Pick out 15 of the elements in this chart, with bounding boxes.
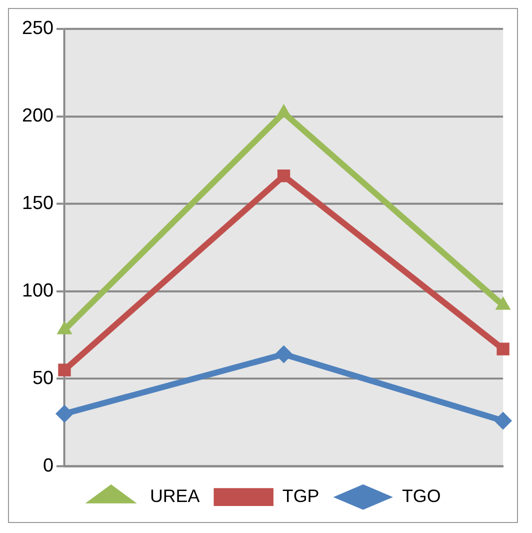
point xyxy=(58,364,71,376)
point xyxy=(274,345,293,364)
point xyxy=(494,412,512,430)
point xyxy=(276,104,292,118)
y-tick-label: 100 xyxy=(22,280,54,302)
legend-label: TGP xyxy=(282,486,320,506)
legend-label: UREA xyxy=(150,486,200,506)
legend-label: TGO xyxy=(402,486,441,506)
y-tick-label: 200 xyxy=(22,106,54,127)
point xyxy=(496,342,510,356)
y-tick-label: 150 xyxy=(22,193,54,214)
y-tick-label: 0 xyxy=(43,455,54,476)
y-tick-label: 50 xyxy=(32,368,54,389)
y-tick-label: 250 xyxy=(22,18,54,40)
point xyxy=(56,404,74,423)
